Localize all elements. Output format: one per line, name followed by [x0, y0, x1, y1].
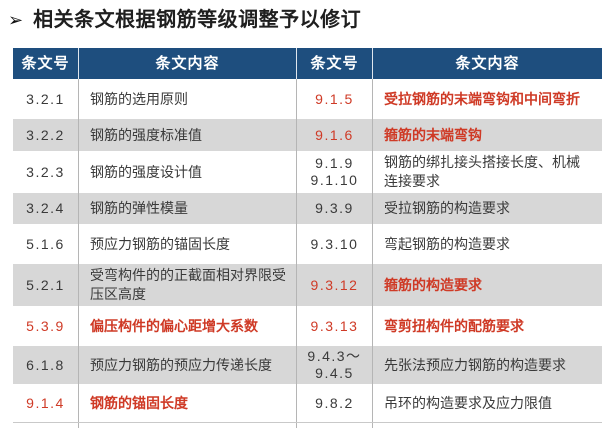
- clause-content-text: 偏压构件的偏心距增大系数: [90, 317, 258, 334]
- arrow-bullet-icon: ➢: [8, 10, 24, 30]
- clause-content-right: 弯剪扭构件的配筋要求: [373, 306, 602, 346]
- clause-content-text: 箍筋的末端弯钩: [384, 126, 482, 143]
- table-row: 5.1.6 预应力钢筋的锚固长度 9.3.10 弯起钢筋的构造要求: [13, 224, 602, 264]
- clause-no-right: 9.8.2: [297, 384, 373, 422]
- table-row: 9.1.4 钢筋的锚固长度 9.8.2 吊环的构造要求及应力限值: [13, 384, 602, 422]
- table-row: 6.1.8 预应力钢筋的预应力传递长度 9.4.3～ 9.4.5 先张法预应力钢…: [13, 346, 602, 384]
- clause-no-right: 9.1.6: [297, 119, 373, 151]
- table-row-cutoff: [13, 422, 602, 428]
- table-row: 5.3.9 偏压构件的偏心距增大系数 9.3.13 弯剪扭构件的配筋要求: [13, 306, 602, 346]
- clause-content-right: 钢筋的绑扎接头搭接长度、机械连接要求: [373, 151, 602, 193]
- header-clause-content-right: 条文内容: [455, 55, 520, 72]
- clause-content-left: 钢筋的弹性模量: [79, 193, 297, 224]
- clause-content-right: 箍筋的构造要求: [373, 264, 602, 306]
- clause-content-left: 受弯构件的的正截面相对界限受压区高度: [79, 264, 297, 306]
- header-clause-no-right: 条文号: [297, 48, 373, 79]
- clause-content-text: 先张法预应力钢筋的构造要求: [384, 356, 566, 373]
- clause-content-left: 钢筋的选用原则: [79, 79, 297, 119]
- header-clause-content-left: 条文内容: [79, 48, 297, 79]
- table-row: 5.2.1 受弯构件的的正截面相对界限受压区高度 9.3.12 箍筋的构造要求: [13, 264, 602, 306]
- clause-content-right: 箍筋的末端弯钩: [373, 119, 602, 151]
- clause-no-left: 3.2.4: [13, 193, 79, 224]
- clause-content-left: 预应力钢筋的锚固长度: [79, 224, 297, 264]
- clause-no-right: 9.1.5: [297, 79, 373, 119]
- table-row: 3.2.1 钢筋的选用原则 9.1.5 受拉钢筋的末端弯钩和中间弯折: [13, 79, 602, 119]
- clause-content-right: 受拉钢筋的末端弯钩和中间弯折: [373, 79, 602, 119]
- clause-no-left: [13, 423, 79, 428]
- clause-no-left: 3.2.2: [13, 119, 79, 151]
- page-title-text: 相关条文根据钢筋等级调整予以修订: [33, 9, 362, 31]
- clause-content-right: 弯起钢筋的构造要求: [373, 224, 602, 264]
- table-row: 3.2.3 钢筋的强度设计值 9.1.9 9.1.10 钢筋的绑扎接头搭接长度、…: [13, 151, 602, 193]
- clause-no-left: 5.2.1: [13, 264, 79, 306]
- clause-content-left: 偏压构件的偏心距增大系数: [79, 306, 297, 346]
- table-row: 3.2.2 钢筋的强度标准值 9.1.6 箍筋的末端弯钩: [13, 119, 602, 151]
- clause-content-text: 钢筋的绑扎接头搭接长度、机械连接要求: [384, 154, 580, 189]
- table-header-row: 条文号 条文内容 条文号 条文内容: [13, 48, 602, 79]
- clause-content-left: 钢筋的锚固长度: [79, 384, 297, 422]
- clause-no-right: [297, 423, 373, 428]
- clause-content-left: 钢筋的强度标准值: [79, 119, 297, 151]
- clause-content-text: 钢筋的锚固长度: [90, 394, 188, 411]
- clause-no-left: 6.1.8: [13, 346, 79, 384]
- table-row: 3.2.4 钢筋的弹性模量 9.3.9 受拉钢筋的构造要求: [13, 193, 602, 224]
- clause-content-text: 吊环的构造要求及应力限值: [384, 394, 552, 411]
- page-title: ➢ 相关条文根据钢筋等级调整予以修订: [0, 0, 611, 33]
- clause-no-left: 9.1.4: [13, 384, 79, 422]
- clause-no-right: 9.1.9 9.1.10: [297, 151, 373, 193]
- clause-content-text: 弯起钢筋的构造要求: [384, 235, 510, 252]
- clause-content-text: 弯剪扭构件的配筋要求: [384, 317, 524, 334]
- clause-content-left: 钢筋的强度设计值: [79, 151, 297, 193]
- clause-content-right: 吊环的构造要求及应力限值: [373, 384, 602, 422]
- clause-no-left: 5.1.6: [13, 224, 79, 264]
- clause-content-left: [79, 423, 297, 428]
- clause-content-text: 受拉钢筋的末端弯钩和中间弯折: [384, 90, 580, 107]
- clause-content-left: 预应力钢筋的预应力传递长度: [79, 346, 297, 384]
- clause-no-right: 9.3.10: [297, 224, 373, 264]
- clause-content-text: 箍筋的构造要求: [384, 276, 482, 293]
- clause-content-text: 受拉钢筋的构造要求: [384, 200, 510, 216]
- clause-comparison-table: 条文号 条文内容 条文号 条文内容 3.2.1 钢筋的选用原则 9.1.5 受拉…: [13, 48, 602, 428]
- clause-no-right: 9.3.12: [297, 264, 373, 306]
- clause-content-right: 先张法预应力钢筋的构造要求: [373, 346, 602, 384]
- clause-no-right: 9.3.13: [297, 306, 373, 346]
- clause-no-left: 5.3.9: [13, 306, 79, 346]
- clause-content-right: [373, 423, 602, 428]
- clause-content-right: 受拉钢筋的构造要求: [373, 193, 602, 224]
- clause-no-right: 9.4.3～ 9.4.5: [297, 346, 373, 384]
- clause-no-left: 3.2.3: [13, 151, 79, 193]
- clause-no-right: 9.3.9: [297, 193, 373, 224]
- header-clause-no-left: 条文号: [13, 48, 79, 79]
- clause-no-left: 3.2.1: [13, 79, 79, 119]
